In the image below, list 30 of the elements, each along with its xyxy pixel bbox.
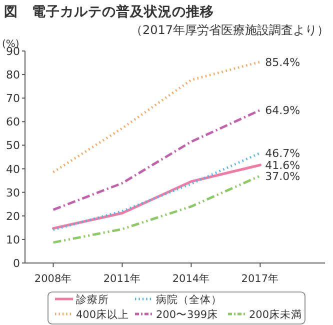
legend-label: 病院（全体） [156, 293, 222, 306]
x-tick-label: 2008年 [34, 273, 72, 285]
y-tick-label: 50 [6, 139, 20, 152]
data-label: 37.0% [265, 170, 300, 183]
y-tick-label: 90 [6, 45, 20, 58]
data-label: 46.7% [265, 146, 300, 160]
chart-subtitle: （2017年厚労省医療施設調査より） [130, 23, 329, 37]
y-tick-label: 70 [6, 92, 20, 106]
data-label: 64.9% [265, 104, 300, 118]
legend-label: 400床以上 [76, 308, 130, 321]
line-series [52, 152, 262, 231]
data-label: 85.4% [265, 56, 300, 69]
x-tick-label: 2011年 [103, 273, 142, 285]
y-tick-label: 10 [6, 233, 20, 246]
legend-label: 200〜399床 [156, 308, 218, 321]
x-tick-label: 2014年 [172, 273, 210, 285]
y-tick-label: 60 [6, 116, 20, 129]
chart-title: 図 電子カルテの普及状況の推移 [4, 3, 214, 20]
y-tick-label: 40 [6, 162, 20, 176]
y-tick-label: 0 [13, 257, 20, 270]
legend-label: 200床未満 [249, 308, 302, 321]
y-tick-label: 30 [6, 186, 20, 200]
legend-label: 診療所 [76, 293, 109, 306]
line-series [52, 108, 262, 211]
line-series [52, 174, 262, 244]
x-tick-label: 2017年 [241, 273, 280, 285]
y-tick-label: 80 [6, 68, 20, 82]
line-series [52, 60, 262, 174]
y-tick-label: 20 [6, 210, 20, 223]
data-label: 41.6% [265, 159, 300, 172]
